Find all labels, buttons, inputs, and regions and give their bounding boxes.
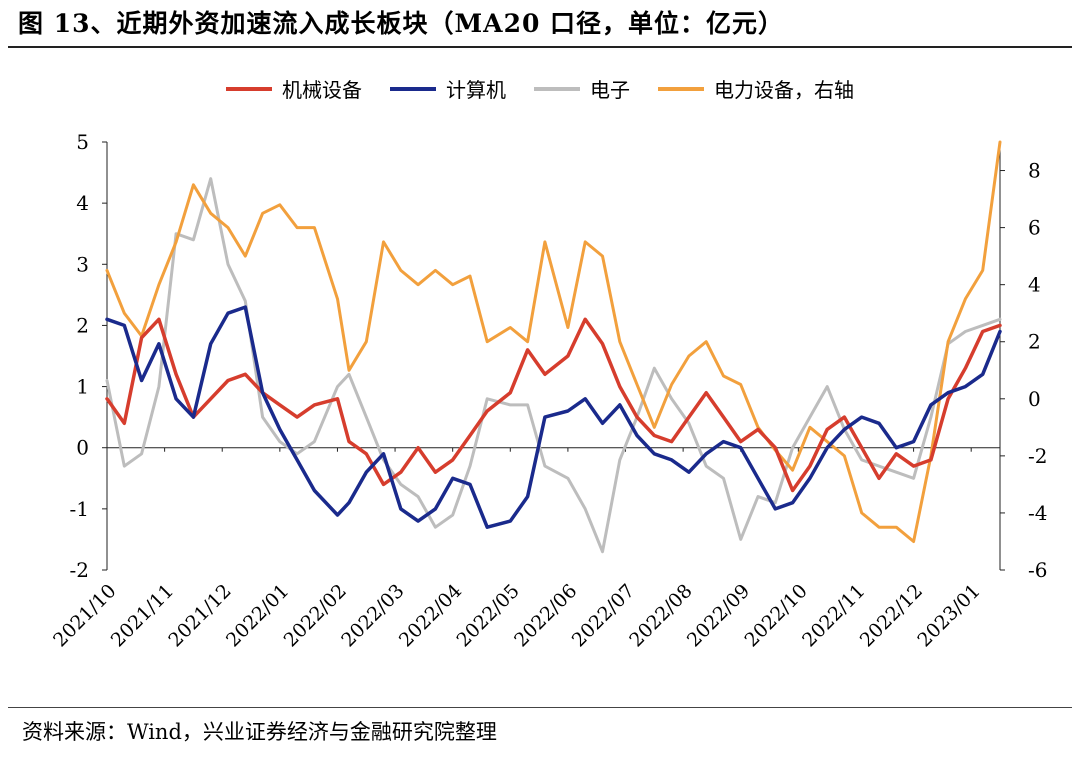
y-right-tick-label: 0 [1028, 387, 1041, 411]
legend-label-power-equipment: 电力设备，右轴 [714, 78, 854, 102]
x-tick-label: 2022/10 [741, 580, 812, 651]
series-line-computer [105, 305, 1002, 529]
y-right-tick-label: 6 [1028, 216, 1041, 240]
legend-item-machinery: 机械设备 [226, 74, 362, 103]
series-line-machinery [105, 317, 1002, 493]
y-right-tick-label: 2 [1028, 330, 1041, 354]
legend-item-electronics: 电子 [534, 74, 630, 103]
x-tick-label: 2021/10 [49, 580, 120, 651]
legend-item-power-equipment: 电力设备，右轴 [658, 74, 854, 103]
legend: 机械设备 计算机 电子 电力设备，右轴 [0, 74, 1080, 103]
chart-title: 图 13、近期外资加速流入成长板块（MA20 口径，单位：亿元） [18, 9, 785, 38]
x-tick-label: 2023/01 [913, 580, 984, 651]
source-rule [8, 707, 1072, 708]
y-left-tick-label: -1 [70, 497, 89, 521]
y-right-tick-label: -6 [1028, 558, 1047, 582]
legend-swatch-machinery [226, 86, 272, 91]
x-tick-label: 2022/08 [625, 580, 696, 651]
legend-swatch-electronics [534, 86, 580, 91]
x-tick-label: 2021/11 [107, 580, 178, 651]
y-left-tick-label: 1 [76, 375, 89, 399]
legend-label-electronics: 电子 [590, 78, 630, 102]
legend-label-computer: 计算机 [446, 78, 506, 102]
title-rule [8, 46, 1072, 48]
x-tick-label: 2022/11 [798, 580, 869, 651]
y-right-tick-label: -2 [1028, 444, 1047, 468]
y-right-tick-label: -4 [1028, 501, 1047, 525]
x-tick-label: 2022/01 [222, 580, 293, 651]
y-left-tick-label: 5 [76, 130, 89, 154]
legend-swatch-power-equipment [658, 86, 704, 91]
x-tick-label: 2022/03 [337, 580, 408, 651]
legend-label-machinery: 机械设备 [282, 78, 362, 102]
x-tick-label: 2022/02 [280, 580, 351, 651]
y-left-tick-label: 3 [76, 252, 89, 276]
y-left-tick-label: 0 [76, 436, 89, 460]
x-tick-label: 2022/05 [452, 580, 523, 651]
x-tick-label: 2022/09 [683, 580, 754, 651]
source-note: 资料来源：Wind，兴业证券经济与金融研究院整理 [22, 720, 497, 744]
line-chart: 5 4 3 2 1 0 -1 -2 8 6 4 2 0 -2 -4 -6 2021/102021/112021/… [49, 130, 1047, 651]
x-tick-label: 2021/12 [164, 580, 235, 651]
y-right-tick-label: 8 [1028, 159, 1041, 183]
series-line-power-equipment [105, 140, 1002, 543]
y-left-tick-label: -2 [70, 558, 89, 582]
legend-item-computer: 计算机 [390, 74, 506, 103]
y-left-tick-label: 4 [76, 191, 89, 215]
x-tick-label: 2022/04 [395, 580, 466, 651]
y-left-tick-label: 2 [76, 313, 89, 337]
y-right-tick-label: 4 [1028, 273, 1041, 297]
legend-swatch-computer [390, 86, 436, 91]
x-tick-label: 2022/06 [510, 580, 581, 651]
series-line-electronics [105, 177, 1002, 554]
x-tick-label: 2022/07 [568, 580, 639, 651]
x-tick-label: 2022/12 [856, 580, 927, 651]
